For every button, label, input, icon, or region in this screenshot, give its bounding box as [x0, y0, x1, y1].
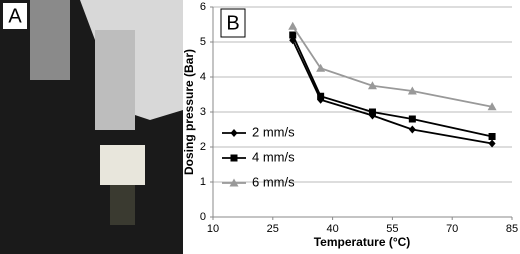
- sample: [100, 145, 145, 185]
- cables: [30, 0, 70, 80]
- y-axis-title: Dosing pressure (Bar): [182, 49, 196, 175]
- sample-base: [110, 185, 135, 225]
- x-axis-title: Temperature (°C): [314, 235, 411, 249]
- legend-marker: [230, 129, 238, 137]
- x-tick-label: 10: [207, 223, 219, 235]
- x-tick-label: 25: [267, 223, 279, 235]
- legend-label: 6 mm/s: [252, 174, 295, 189]
- y-tick-label: 4: [200, 71, 206, 83]
- marker: [487, 102, 497, 111]
- y-tick-label: 0: [200, 211, 206, 223]
- marker: [408, 125, 416, 134]
- legend-marker: [230, 154, 238, 162]
- series-line: [291, 34, 493, 138]
- marker: [488, 133, 496, 140]
- y-tick-label: 3: [200, 106, 206, 118]
- y-tick-label: 1: [200, 176, 206, 188]
- marker: [316, 63, 326, 72]
- marker: [288, 21, 298, 30]
- panel-label-box: [3, 3, 27, 29]
- y-tick-label: 6: [200, 1, 206, 13]
- legend-marker: [229, 178, 239, 187]
- legend-label: 2 mm/s: [252, 124, 295, 139]
- marker: [317, 92, 325, 100]
- marker: [407, 86, 417, 95]
- x-tick-label: 40: [326, 223, 338, 235]
- legend-label: 4 mm/s: [252, 149, 295, 164]
- marker: [367, 81, 377, 90]
- machine-part: [95, 30, 135, 130]
- marker: [289, 31, 297, 39]
- photo: A: [0, 0, 183, 254]
- marker: [488, 139, 496, 148]
- x-tick-label: 70: [446, 223, 458, 235]
- y-tick-label: 5: [200, 36, 206, 48]
- x-tick-label: 55: [386, 223, 398, 235]
- series-line: [291, 39, 493, 145]
- panel-label: B: [226, 12, 239, 34]
- panel-label-box: [220, 8, 246, 38]
- y-tick-label: 2: [200, 141, 206, 153]
- panel-label: A: [8, 5, 22, 27]
- marker: [368, 108, 376, 116]
- x-tick-label: 85: [506, 223, 518, 235]
- marker: [408, 115, 416, 123]
